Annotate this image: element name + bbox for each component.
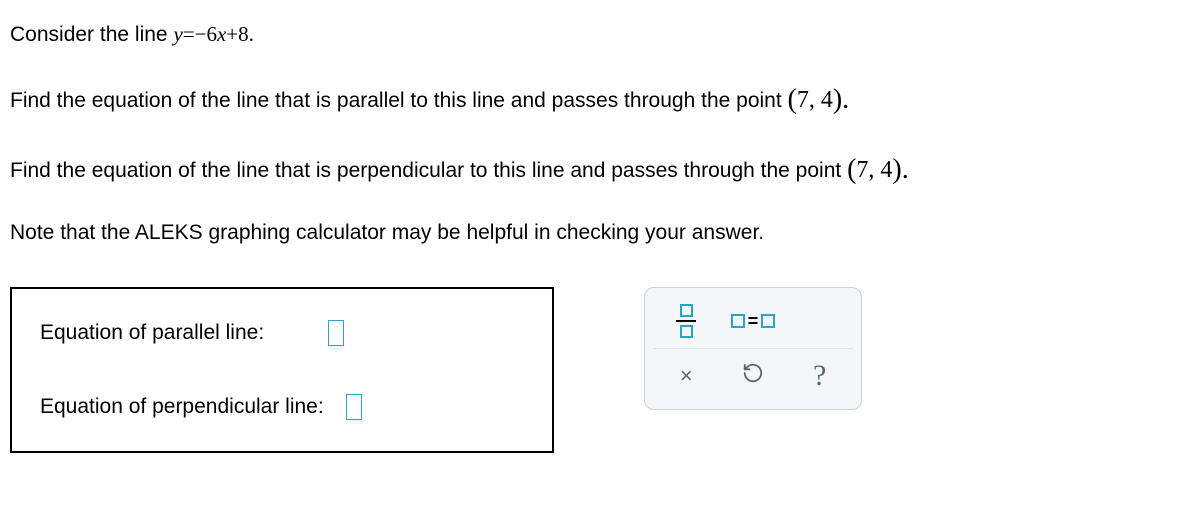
answer-area: Equation of parallel line: Equation of p…	[10, 287, 1178, 453]
prompt-line-3: Find the equation of the line that is pe…	[10, 149, 1178, 188]
fraction-icon	[676, 304, 696, 338]
parallel-input[interactable]	[328, 320, 344, 346]
text: Find the equation of the line that is pe…	[10, 159, 847, 182]
close-icon: ×	[680, 363, 693, 389]
math-toolbox: = × ?	[644, 287, 862, 410]
prompt-line-1: Consider the line y=−6x+8.	[10, 20, 1178, 49]
var-y: y	[173, 22, 182, 46]
point-value: 7, 4	[797, 87, 833, 113]
undo-button[interactable]	[723, 352, 783, 400]
prompt-note: Note that the ALEKS graphing calculator …	[10, 218, 1178, 247]
equation-icon: =	[731, 311, 776, 332]
clear-button[interactable]: ×	[656, 352, 716, 400]
help-button[interactable]: ?	[790, 352, 850, 400]
undo-icon	[742, 362, 764, 390]
paren-close: ).	[892, 154, 908, 185]
prompt-line-2: Find the equation of the line that is pa…	[10, 79, 1178, 118]
equation-text: =−6x+8.	[183, 22, 254, 46]
equals-sign: =	[748, 311, 759, 332]
question-content: Consider the line y=−6x+8. Find the equa…	[0, 0, 1188, 463]
parallel-label: Equation of parallel line:	[40, 321, 264, 345]
help-icon: ?	[813, 359, 826, 393]
perpendicular-input[interactable]	[346, 394, 362, 420]
paren-close: ).	[833, 84, 849, 115]
equation-button[interactable]: =	[723, 297, 783, 345]
text: Find the equation of the line that is pa…	[10, 89, 788, 112]
answer-box: Equation of parallel line: Equation of p…	[10, 287, 554, 453]
perpendicular-row: Equation of perpendicular line:	[40, 387, 524, 427]
tool-row-1: =	[653, 294, 853, 348]
paren-open: (	[788, 84, 797, 115]
tool-row-2: × ?	[653, 348, 853, 403]
text: Consider the line	[10, 23, 173, 46]
paren-open: (	[847, 154, 856, 185]
point-value: 7, 4	[856, 157, 892, 183]
fraction-button[interactable]	[656, 297, 716, 345]
parallel-row: Equation of parallel line:	[40, 313, 524, 353]
perpendicular-label: Equation of perpendicular line:	[40, 395, 324, 419]
